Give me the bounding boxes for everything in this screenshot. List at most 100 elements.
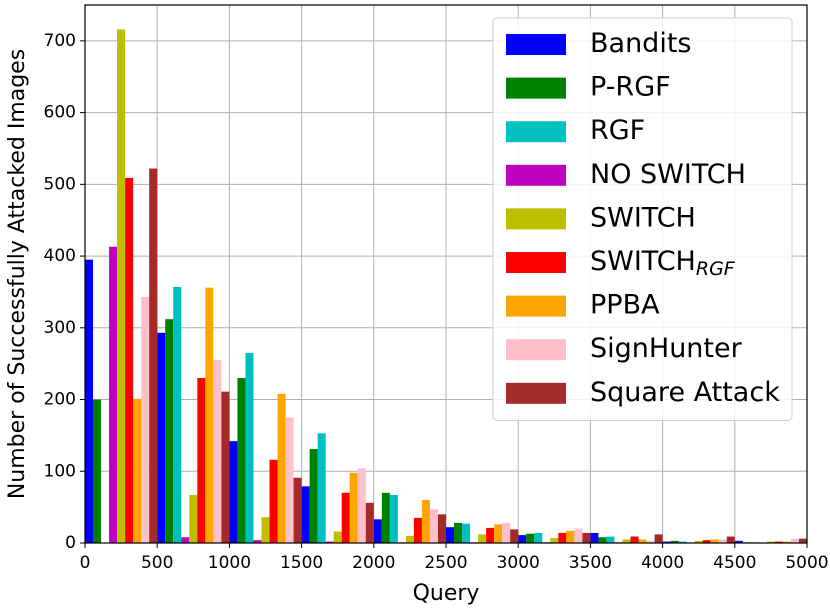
legend-swatch	[506, 252, 566, 273]
bar	[638, 539, 647, 543]
legend-box	[492, 17, 793, 421]
legend-swatch	[506, 382, 566, 404]
legend-label-text: RGF	[590, 115, 645, 146]
bar	[726, 536, 735, 543]
y-tick-label: 600	[44, 103, 76, 123]
bar	[181, 537, 190, 543]
bar	[510, 529, 519, 543]
legend-label: SWITCH	[590, 202, 696, 233]
bar	[566, 530, 575, 543]
bar	[93, 399, 102, 543]
x-tick-label: 500	[141, 553, 173, 573]
bar	[285, 417, 294, 543]
bar	[421, 499, 430, 543]
bar	[606, 536, 615, 543]
legend-label-text: NO SWITCH	[590, 158, 746, 189]
bar	[349, 472, 358, 543]
bar	[718, 539, 727, 543]
bar	[245, 352, 254, 543]
bar	[782, 541, 791, 543]
legend-swatch	[506, 295, 566, 317]
bar	[325, 541, 334, 543]
x-tick-label: 5000	[785, 553, 828, 573]
bar	[670, 540, 679, 543]
bar	[261, 517, 270, 543]
bar	[133, 398, 142, 543]
bar	[365, 502, 374, 543]
bar	[790, 538, 799, 543]
bar	[149, 168, 158, 543]
y-tick-label: 700	[44, 31, 76, 51]
bar	[301, 486, 310, 543]
bar	[221, 391, 230, 543]
x-tick-label: 2500	[424, 553, 467, 573]
bar	[253, 540, 262, 543]
bar	[413, 517, 422, 543]
bar	[429, 509, 438, 543]
bar	[333, 531, 342, 543]
bar	[582, 532, 591, 543]
bar	[454, 522, 463, 543]
x-tick-label: 4500	[713, 553, 756, 573]
bar	[534, 532, 543, 543]
legend-label-text: Square Attack	[590, 376, 780, 407]
bar	[478, 534, 487, 543]
bar	[446, 527, 455, 543]
legend-swatch	[506, 77, 566, 99]
x-tick-label: 3500	[569, 553, 612, 573]
bar	[109, 246, 118, 543]
bar	[117, 29, 126, 543]
legend-label-text: P-RGF	[590, 71, 671, 102]
y-tick-label: 400	[44, 246, 76, 266]
bar	[357, 468, 366, 543]
bar	[229, 441, 238, 543]
bar	[141, 296, 150, 543]
x-tick-label: 4000	[641, 553, 684, 573]
bar	[710, 539, 719, 543]
legend-swatch	[506, 208, 566, 230]
bar	[798, 538, 807, 543]
legend-label-text: Bandits	[590, 28, 691, 59]
legend-label: Bandits	[590, 28, 691, 59]
x-tick-label: 2000	[352, 553, 395, 573]
y-tick-label: 500	[44, 174, 76, 194]
bar	[277, 393, 286, 543]
x-axis-label: Query	[413, 581, 480, 606]
bar	[462, 523, 471, 543]
bar	[317, 433, 326, 543]
bar	[405, 535, 414, 543]
y-tick-label: 300	[44, 318, 76, 338]
bar	[622, 539, 631, 543]
bar	[526, 533, 535, 543]
bar	[213, 360, 222, 543]
bar	[389, 494, 398, 543]
y-tick-label: 0	[65, 533, 76, 553]
bar	[309, 449, 318, 543]
bar	[694, 540, 703, 543]
bar	[157, 332, 166, 543]
bar	[734, 540, 743, 543]
plot-frame	[84, 4, 808, 544]
bar	[341, 492, 350, 543]
bar	[125, 177, 134, 544]
legend-label: SWITCHRGF	[590, 246, 736, 280]
legend-label-text: SignHunter	[590, 333, 743, 364]
bar	[494, 524, 503, 543]
bar	[766, 541, 775, 543]
y-tick-label: 200	[44, 390, 76, 410]
legend-label-text: SWITCH	[590, 246, 696, 277]
bar	[574, 528, 583, 543]
legend-label: P-RGF	[590, 71, 671, 102]
bar	[437, 514, 446, 543]
legend-swatch	[506, 34, 566, 55]
legend-swatch	[506, 339, 566, 361]
bar	[774, 541, 783, 543]
bar	[678, 541, 687, 543]
legend-label: Square Attack	[590, 376, 780, 407]
bar	[197, 378, 206, 543]
y-tick-label: 100	[44, 461, 76, 481]
x-tick-label: 0	[80, 553, 91, 573]
bar	[502, 522, 511, 543]
bar	[702, 540, 711, 543]
